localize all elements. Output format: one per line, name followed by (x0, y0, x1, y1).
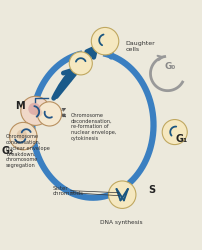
Circle shape (108, 181, 136, 208)
Text: Daughter
cells: Daughter cells (125, 41, 155, 52)
Circle shape (34, 109, 42, 117)
Text: S: S (148, 185, 155, 195)
Circle shape (91, 28, 119, 55)
Text: G₁: G₁ (176, 134, 188, 144)
Text: DNA synthesis: DNA synthesis (100, 220, 143, 225)
Text: Sister
chromatids: Sister chromatids (53, 186, 83, 196)
Circle shape (17, 130, 27, 140)
Circle shape (28, 103, 40, 115)
Text: G₀: G₀ (164, 62, 175, 71)
Text: Chromosome
decondensation,
re-formation of
nuclear envelope,
cytokinesis: Chromosome decondensation, re-formation … (71, 113, 116, 141)
Text: Chromosome
condensation,
nuclear envelope
breakdown,
chromosome
segregation: Chromosome condensation, nuclear envelop… (6, 134, 50, 168)
Text: M: M (15, 101, 25, 111)
Circle shape (37, 102, 62, 126)
Text: G₂: G₂ (2, 146, 14, 156)
Circle shape (69, 52, 92, 75)
Circle shape (9, 122, 37, 150)
Circle shape (162, 120, 187, 144)
Circle shape (21, 96, 50, 126)
